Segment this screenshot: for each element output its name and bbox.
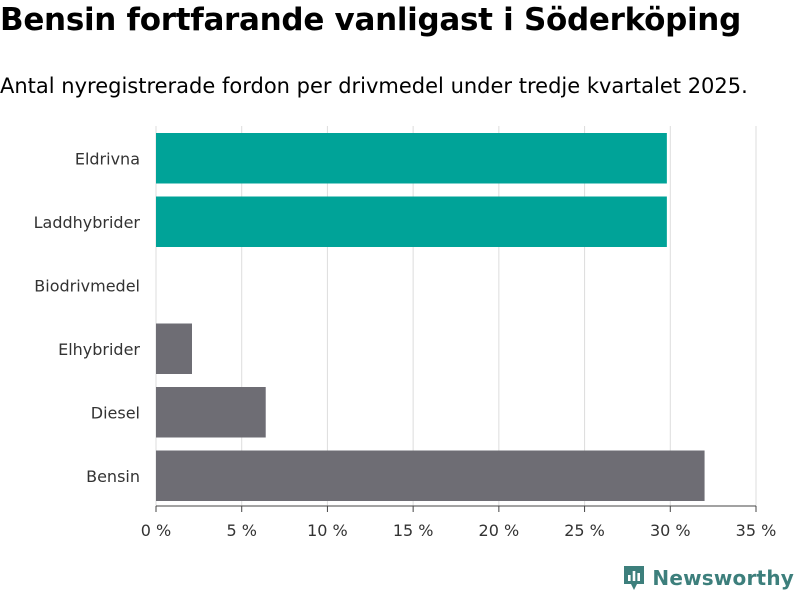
x-tick-label: 5 % xyxy=(226,521,256,540)
category-label-laddhybrider: Laddhybrider xyxy=(34,213,141,232)
x-tick-label: 10 % xyxy=(307,521,348,540)
bar-eldrivna xyxy=(156,133,667,184)
category-label-diesel: Diesel xyxy=(91,403,140,422)
newsworthy-logo-icon xyxy=(624,566,645,590)
brand-logo: Newsworthy xyxy=(622,564,794,592)
chart-subtitle: Antal nyregistrerade fordon per drivmede… xyxy=(0,74,748,98)
bar-laddhybrider xyxy=(156,196,667,247)
bar-bensin xyxy=(156,450,705,501)
x-tick-label: 30 % xyxy=(650,521,691,540)
brand-name: Newsworthy xyxy=(652,566,794,590)
category-label-elhybrider: Elhybrider xyxy=(58,340,140,359)
category-label-bensin: Bensin xyxy=(86,467,140,486)
gridlines xyxy=(155,126,757,506)
bar-diesel xyxy=(156,387,266,438)
category-labels: Eldrivna Laddhybrider Biodrivmedel Elhybrid… xyxy=(34,149,141,486)
category-label-biodrivmedel: Biodrivmedel xyxy=(34,276,140,295)
category-label-eldrivna: Eldrivna xyxy=(75,149,140,168)
x-tick-label: 35 % xyxy=(736,521,777,540)
x-axis: 0 % 5 % 10 % 15 % 20 % 25 % 30 % 35 % xyxy=(141,505,777,540)
bar-elhybrider xyxy=(156,323,192,374)
bars xyxy=(156,133,705,501)
chart-title: Bensin fortfarande vanligast i Söderköpi… xyxy=(0,2,741,38)
x-tick-label: 20 % xyxy=(479,521,520,540)
x-tick-label: 25 % xyxy=(564,521,605,540)
x-tick-label: 15 % xyxy=(393,521,434,540)
x-tick-label: 0 % xyxy=(141,521,171,540)
